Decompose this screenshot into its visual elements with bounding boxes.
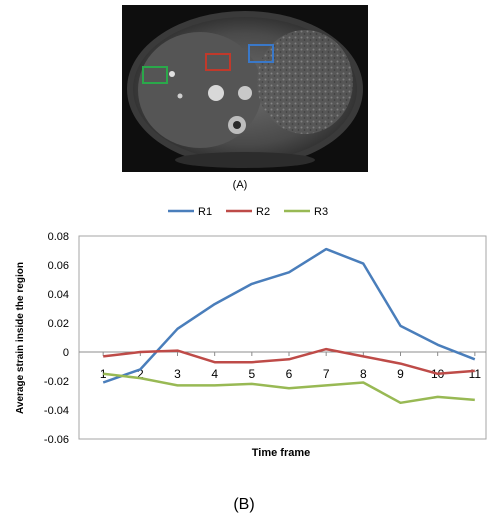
y-tick-label: 0.06 <box>48 260 69 272</box>
x-tick-label: 9 <box>397 367 404 381</box>
legend-label-r2: R2 <box>256 206 270 218</box>
x-axis-ticks: 1 2 3 4 5 6 7 8 9 10 11 <box>100 352 482 381</box>
x-tick-label: 7 <box>323 367 330 381</box>
x-tick-label: 11 <box>469 367 482 381</box>
x-tick-label: 3 <box>174 367 181 381</box>
legend-label-r1: R1 <box>198 206 212 218</box>
x-tick-label: 2 <box>137 367 144 381</box>
y-tick-label: 0.08 <box>48 231 69 243</box>
y-axis-title: Average strain inside the region <box>15 262 26 414</box>
panel-a-label: (A) <box>233 179 248 191</box>
series-line-r2 <box>103 347 475 376</box>
y-tick-label: -0.02 <box>44 376 69 388</box>
x-axis-title: Time frame <box>252 447 311 459</box>
x-tick-label: 8 <box>360 367 367 381</box>
plot-border <box>78 235 487 440</box>
roi-box-red <box>205 53 231 71</box>
y-tick-label: 0.02 <box>48 318 69 330</box>
y-tick-label: 0.04 <box>48 289 69 301</box>
legend: R1 R2 R3 <box>168 206 328 218</box>
x-tick-label: 6 <box>286 367 293 381</box>
roi-box-green <box>142 66 168 84</box>
mri-image <box>122 5 368 172</box>
y-tick-label: -0.06 <box>44 434 69 446</box>
series-lines <box>102 247 476 405</box>
y-axis: 0.08 0.06 0.04 0.02 0 -0.02 -0.04 -0.06 <box>44 231 69 446</box>
series-line-r3 <box>103 372 475 405</box>
y-tick-label: 0 <box>63 347 69 359</box>
y-tick-label: -0.04 <box>44 405 69 417</box>
x-tick-label: 5 <box>248 367 255 381</box>
series-line-r1 <box>102 247 476 384</box>
panel-b-label: (B) <box>233 496 254 513</box>
x-tick-label: 4 <box>211 367 218 381</box>
legend-label-r3: R3 <box>314 206 328 218</box>
roi-box-blue <box>248 44 274 63</box>
